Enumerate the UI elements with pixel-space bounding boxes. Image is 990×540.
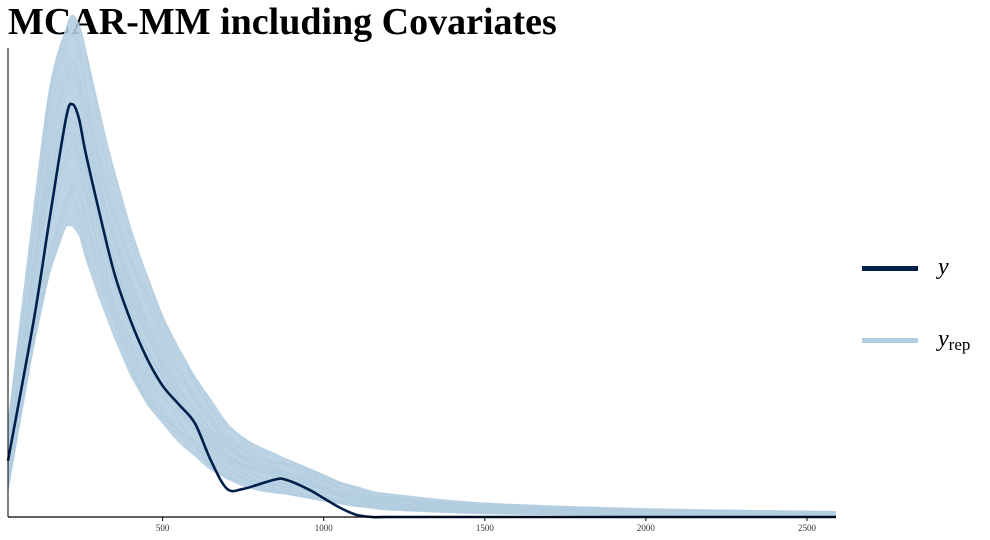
yrep-draw-line	[7, 74, 837, 513]
x-tick-label: 2500	[798, 523, 817, 533]
yrep-draw-line	[7, 17, 837, 513]
axes: 500 1000 1500 2000 2500	[7, 48, 836, 533]
chart-title: MCAR-MM including Covariates	[8, 1, 557, 43]
yrep-draw-line	[7, 35, 837, 512]
legend-item-yrep: yrep	[860, 324, 985, 354]
yrep-draw-line	[7, 64, 837, 513]
legend-label-y: y	[938, 254, 949, 280]
yrep-draw-line	[7, 20, 837, 513]
yrep-draw-line	[7, 130, 837, 515]
yrep-band	[8, 15, 836, 518]
legend-label-yrep: yrep	[938, 326, 971, 354]
yrep-draw-line	[7, 153, 837, 516]
yrep-draw-line	[7, 153, 837, 517]
yrep-draw-line	[7, 180, 837, 517]
legend: y yrep	[860, 250, 985, 360]
legend-swatch-y	[862, 266, 918, 271]
legend-swatch-yrep	[862, 338, 918, 343]
x-tick-label: 2000	[637, 523, 656, 533]
yrep-draws-layer	[7, 14, 837, 518]
yrep-draw-line	[7, 23, 837, 512]
yrep-draw-line	[7, 112, 837, 515]
legend-item-y: y	[860, 252, 985, 282]
yrep-draw-line	[7, 126, 837, 515]
x-tick-label: 1000	[315, 523, 334, 533]
x-tick-label: 500	[156, 523, 170, 533]
yrep-draw-line	[7, 94, 837, 514]
x-tick-label: 1500	[476, 523, 495, 533]
